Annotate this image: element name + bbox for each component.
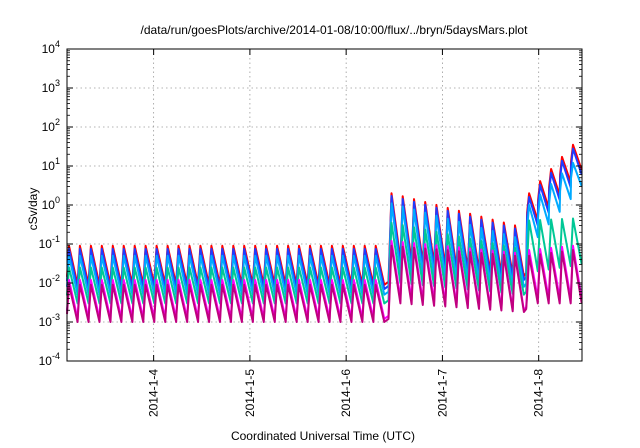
x-tick-label: 2014-1-4	[147, 369, 161, 417]
y-tick-label: 10-4	[39, 351, 60, 368]
x-tick-labels: 2014-1-4 2014-1-5 2014-1-6 2014-1-7 2014-1-8	[147, 369, 546, 417]
series-lines	[66, 143, 583, 323]
x-tick-label: 2014-1-5	[243, 369, 257, 417]
plot-frame	[66, 48, 583, 362]
y-tick-label: 104	[42, 39, 60, 56]
x-tick-label: 2014-1-6	[339, 369, 353, 417]
y-tick-labels: 10-4 10-3 10-2 10-1 100 101 102 103 104	[39, 39, 60, 368]
series-line-6	[66, 244, 583, 323]
y-tick-label: 103	[42, 78, 60, 95]
y-axis-label: cSv/day	[26, 188, 40, 231]
y-tick-label: 102	[42, 117, 60, 134]
x-tick-label: 2014-1-7	[435, 369, 449, 417]
chart-title: /data/run/goesPlots/archive/2014-01-08/1…	[141, 23, 529, 37]
x-tick-label: 2014-1-8	[532, 369, 546, 417]
x-axis-label: Coordinated Universal Time (UTC)	[231, 429, 415, 443]
y-tick-label: 10-3	[39, 312, 60, 329]
y-tick-label: 101	[42, 156, 60, 173]
y-tick-label: 10-1	[39, 234, 60, 251]
y-tick-label: 100	[42, 195, 60, 212]
y-tick-label: 10-2	[39, 273, 60, 290]
